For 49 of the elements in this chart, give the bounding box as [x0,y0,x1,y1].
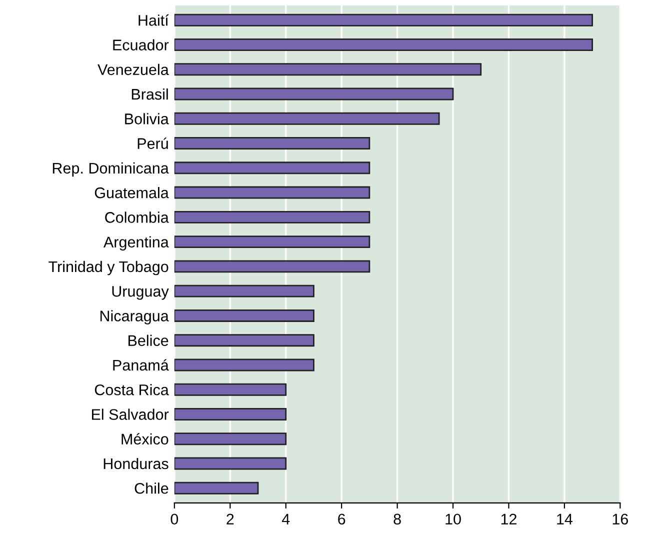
bar [174,260,370,273]
x-tick-label: 14 [557,514,572,524]
bar [174,432,287,446]
bar [174,210,370,224]
x-tick-label: 4 [282,514,290,524]
y-tick-label: Ecuador [113,39,169,50]
bar [174,162,370,174]
bar [174,137,370,150]
bar [174,334,314,347]
y-tick-label: Panamá [113,359,169,371]
y-tick-label: Bolivia [125,113,169,124]
bar [174,457,287,470]
y-tick-label: Rep. Dominicana [52,162,169,177]
bar [174,186,370,199]
x-tick-label: 0 [170,514,178,525]
y-tick-label: Honduras [104,458,168,470]
y-tick-label: Uruguay [112,286,169,300]
y-tick-label: Argentina [104,236,169,251]
y-tick-label: Chile [134,482,168,494]
y-tick-label: México [122,433,168,445]
x-tick-label: 12 [501,514,516,524]
y-tick-label: Costa Rica [94,384,169,396]
x-tick-label: 10 [446,514,461,525]
bar [174,63,482,76]
y-tick-label: Perú [138,138,168,149]
bar [174,309,314,322]
bar [174,88,454,100]
bar [174,383,287,396]
bar [174,284,314,298]
y-tick-label: Venezuela [98,64,169,76]
y-tick-label: Guatemala [94,187,169,198]
bar [174,408,287,420]
bar [174,112,440,125]
x-tick-label: 6 [338,514,346,525]
y-tick-label: Belice [128,334,168,346]
bar [174,236,370,248]
bar [174,14,593,26]
y-tick-label: Colombia [105,212,169,223]
bar [174,482,259,494]
y-tick-label: Trinidad y Tobago [48,260,168,276]
x-tick-label: 2 [226,514,234,524]
y-tick-label: Nicaragua [100,310,169,324]
y-tick-label: Haití [138,14,169,26]
y-tick-label: El Salvador [92,408,169,420]
bar [174,38,593,51]
x-tick-label: 8 [394,514,401,525]
x-tick-label: 16 [612,514,628,525]
bar [174,358,314,372]
y-tick-label: Brasil [132,88,168,100]
